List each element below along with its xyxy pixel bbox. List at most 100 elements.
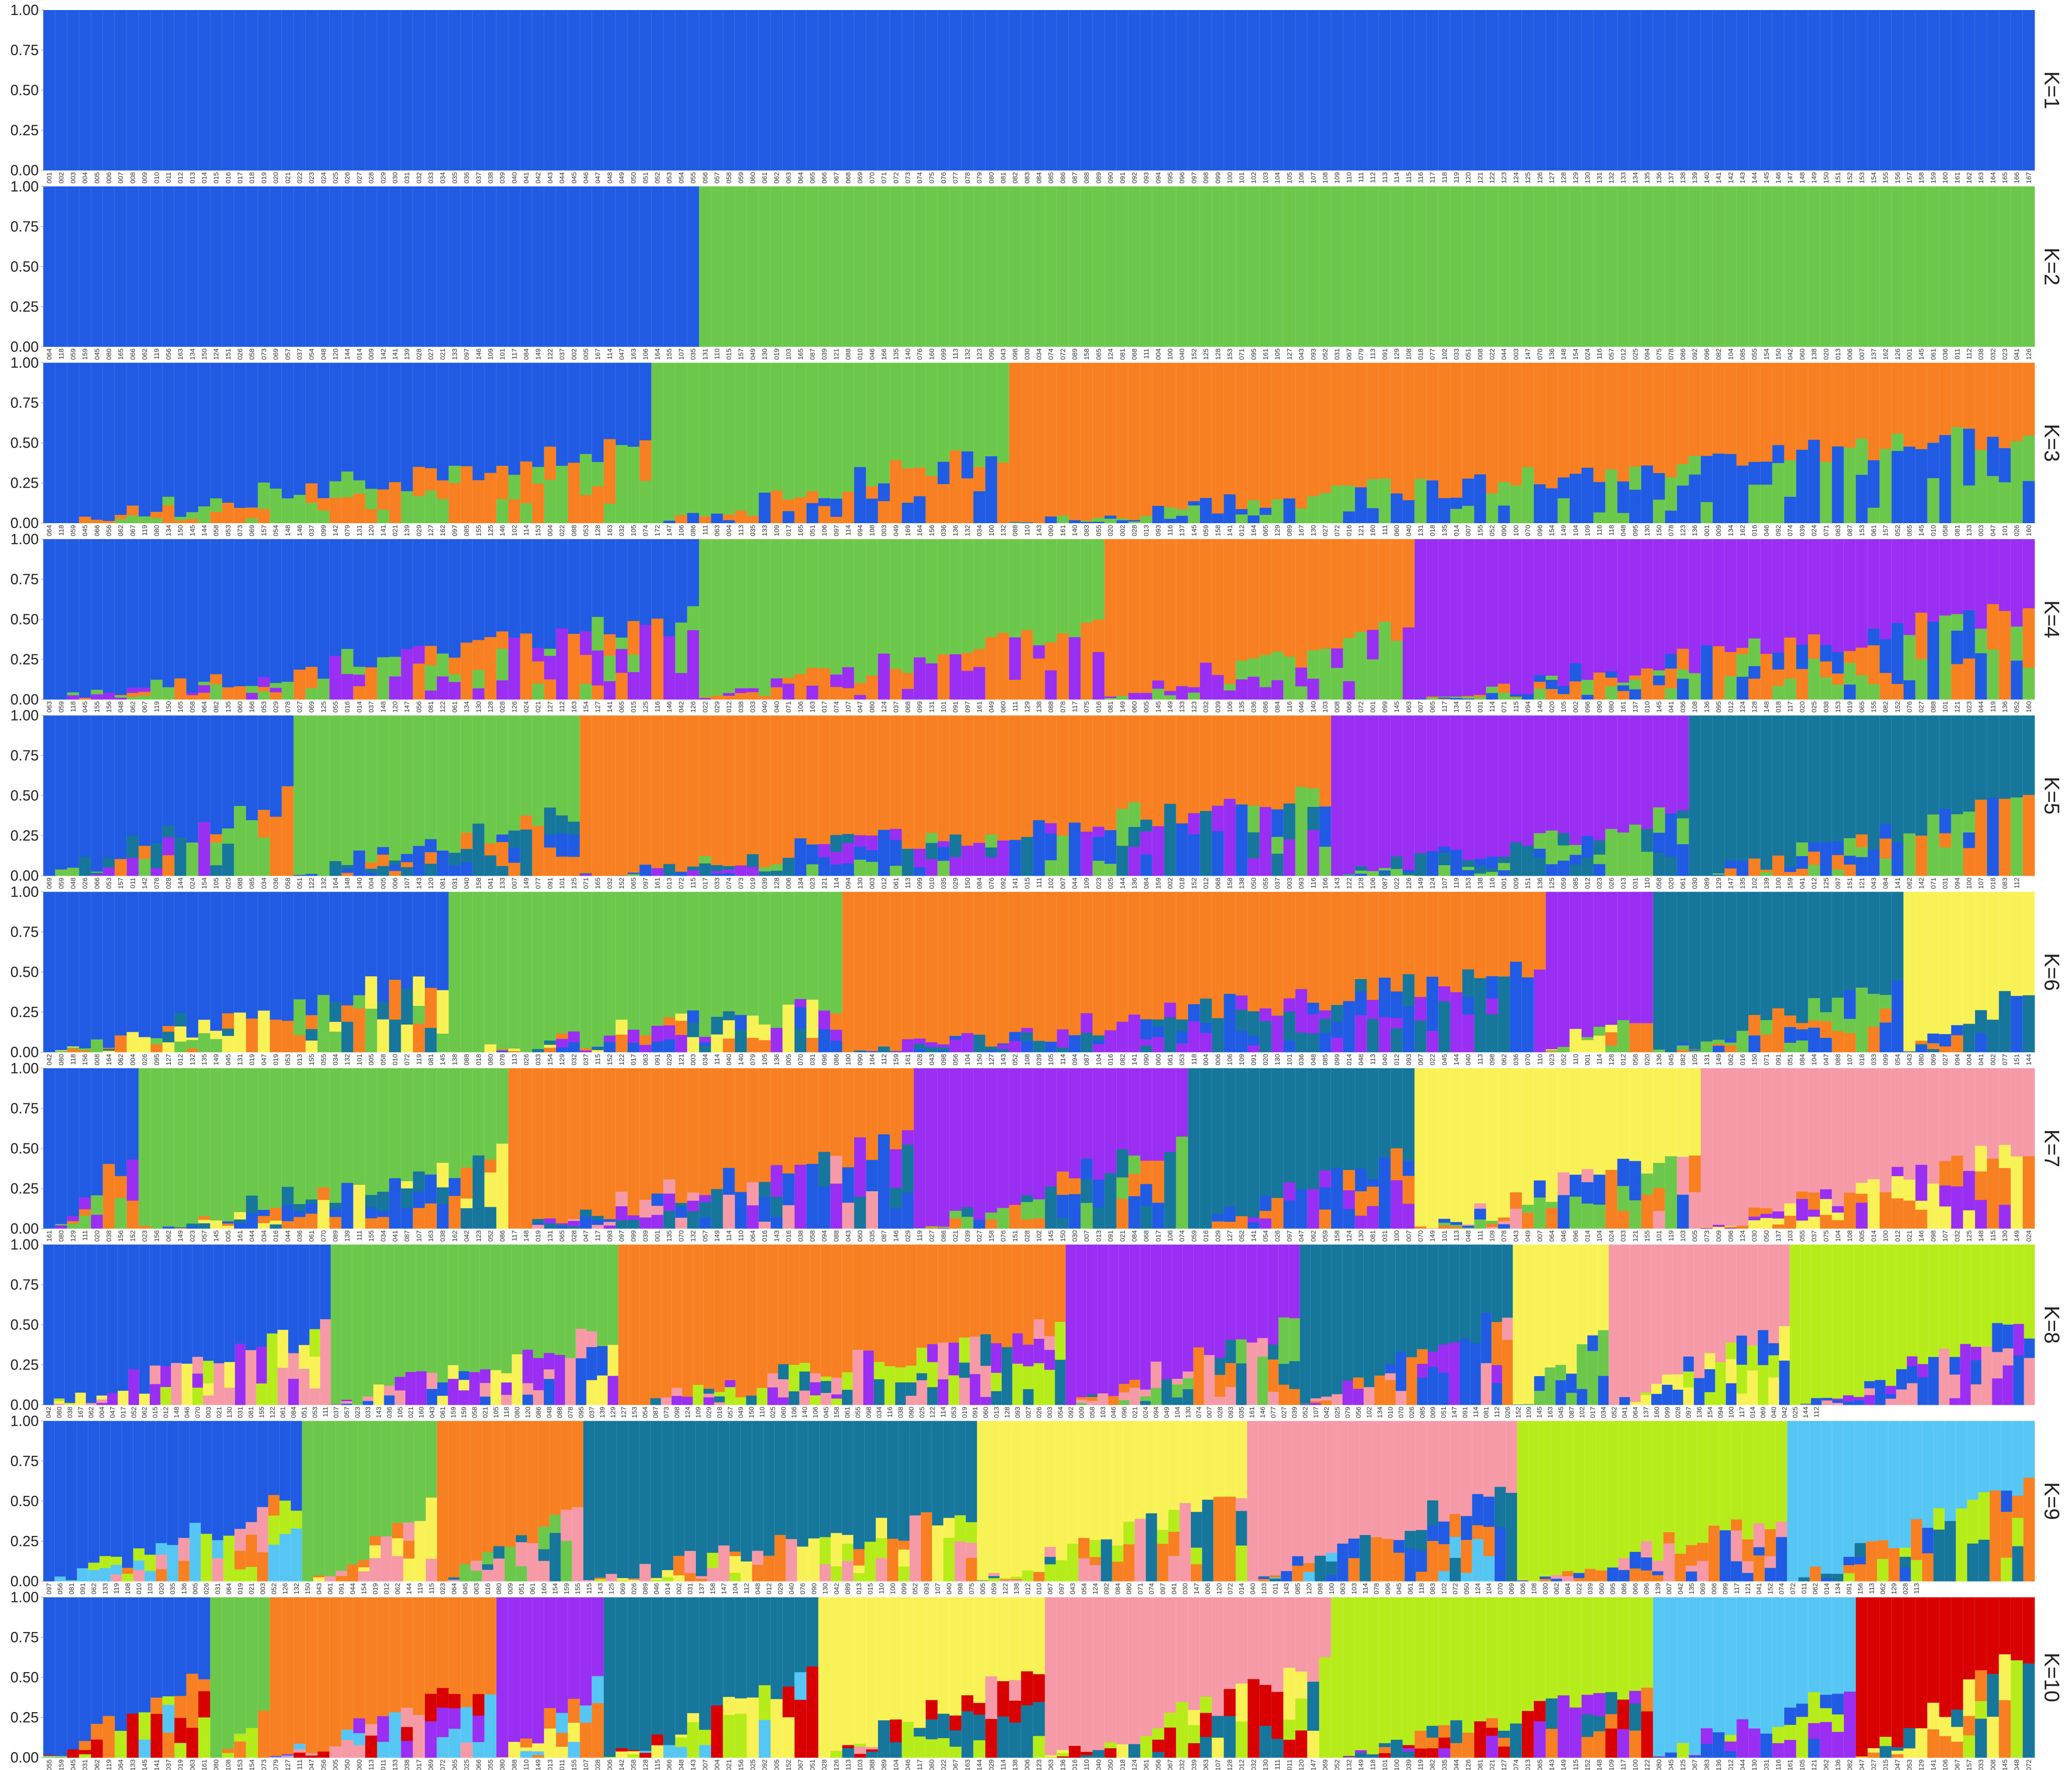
- bar-segment-blue: [806, 10, 819, 171]
- bar-segment-blue: [1927, 443, 1940, 479]
- admixture-bar: [365, 186, 378, 347]
- bar-segment-orange: [985, 892, 998, 1047]
- admixture-bar: [949, 715, 962, 876]
- bar-segment-purple: [580, 631, 592, 655]
- bar-segment-yellow: [234, 1012, 246, 1052]
- individual-label: 155: [1882, 172, 1890, 184]
- bar-segment-teal: [1689, 715, 1701, 876]
- bar-segment-purple: [1891, 539, 1904, 623]
- admixture-bar: [663, 715, 676, 876]
- bar-segment-green: [794, 186, 807, 347]
- bar-segment-orange: [150, 1044, 163, 1052]
- admixture-bar: [1903, 362, 1916, 523]
- individual-label: 080: [868, 701, 876, 713]
- bar-segment-teal: [1736, 715, 1749, 861]
- bar-segment-blue: [424, 10, 437, 171]
- bar-segment-teal: [580, 873, 592, 875]
- bar-segment-orange: [2011, 362, 2023, 442]
- bar-segment-green: [1844, 663, 1856, 685]
- bar-segment-orange: [424, 646, 437, 666]
- bar-segment-blue: [198, 892, 211, 1020]
- admixture-bar: [1712, 715, 1725, 876]
- bar-segment-blue: [985, 456, 998, 523]
- admixture-bar: [771, 186, 783, 347]
- bar-segment-green: [771, 892, 783, 1028]
- individual-label: 145: [1918, 348, 1925, 360]
- bar-segment-blue: [1128, 10, 1141, 171]
- bar-segment-purple: [1581, 539, 1594, 680]
- bar-segment-green: [985, 362, 998, 457]
- bar-segment-orange: [520, 633, 533, 700]
- bar-segment-green: [1331, 485, 1343, 523]
- bar-segment-blue: [1700, 10, 1713, 171]
- admixture-bar: [997, 892, 1010, 1052]
- bar-segment-purple: [1378, 715, 1391, 868]
- individual-label: 029: [952, 877, 959, 889]
- individual-label: 082: [213, 701, 220, 713]
- bar-segment-blue: [79, 715, 92, 857]
- admixture-bar: [1403, 362, 1415, 523]
- individual-label: 123: [976, 348, 984, 360]
- bar-segment-blue: [496, 834, 509, 842]
- bar-segment-green: [866, 539, 878, 676]
- bar-segment-blue: [1355, 991, 1368, 1015]
- individual-label: 067: [141, 701, 149, 713]
- individual-label: 127: [546, 701, 554, 713]
- admixture-bar: [1725, 715, 1737, 876]
- bar-segment-green: [1247, 806, 1260, 833]
- individual-label: 118: [1441, 172, 1449, 183]
- individual-label: 157: [1882, 525, 1890, 536]
- individual-label: 119: [415, 1054, 423, 1065]
- bar-segment-orange: [1772, 362, 1785, 445]
- bar-segment-green: [1188, 505, 1200, 523]
- bar-segment-blue: [615, 10, 628, 171]
- individual-label: 105: [213, 877, 220, 889]
- admixture-bar: [1725, 362, 1737, 523]
- bar-segment-green: [1844, 448, 1856, 523]
- individual-label: 002: [1167, 877, 1174, 889]
- individual-label: 086: [689, 525, 697, 536]
- bar-segment-green: [699, 362, 711, 517]
- admixture-bar: [1104, 362, 1117, 523]
- individual-label: 105: [1560, 701, 1568, 713]
- bar-segment-blue: [508, 10, 521, 171]
- bar-segment-green: [1045, 539, 1057, 643]
- bar-segment-green: [1152, 186, 1165, 347]
- bar-segment-orange: [1033, 362, 1046, 523]
- individual-label: 026: [141, 1054, 149, 1066]
- admixture-bar: [985, 539, 998, 700]
- bar-segment-blue: [592, 1046, 604, 1048]
- bar-segment-blue: [615, 539, 628, 638]
- bar-segment-teal: [1593, 840, 1606, 855]
- admixture-bar: [1164, 186, 1177, 347]
- bar-segment-yellow: [413, 976, 425, 1006]
- individual-label: 018: [1429, 525, 1437, 536]
- admixture-bar: [55, 715, 67, 876]
- admixture-bar: [1259, 186, 1272, 347]
- admixture-bar: [568, 892, 580, 1052]
- individual-label: 004: [1154, 348, 1162, 360]
- admixture-bar: [127, 715, 139, 876]
- individual-label: 031: [1333, 348, 1341, 360]
- bar-segment-blue: [484, 10, 497, 171]
- admixture-bar: [1176, 362, 1189, 523]
- panel-k1: 001 002 003 004 005 006 007 008 009 010 011 012 013 0…: [10, 2, 2064, 184]
- bar-segment-purple: [1677, 715, 1689, 811]
- bar-segment-purple: [102, 867, 115, 876]
- admixture-bar: [1021, 539, 1034, 700]
- bar-segment-teal: [1355, 979, 1368, 992]
- bar-segment-blue: [174, 10, 187, 171]
- individual-label: 149: [1119, 701, 1127, 713]
- individual-label: 078: [964, 172, 971, 184]
- bar-segment-blue: [1355, 487, 1368, 523]
- bar-segment-blue: [246, 539, 258, 686]
- bar-segment-yellow: [162, 1042, 175, 1052]
- bar-segment-green: [544, 715, 556, 808]
- bar-segment-orange: [1295, 715, 1308, 787]
- bar-segment-blue: [1963, 428, 1975, 486]
- bar-segment-teal: [1259, 1021, 1272, 1052]
- bar-segment-green: [1092, 186, 1105, 347]
- bar-segment-blue: [568, 539, 580, 634]
- bar-segment-blue: [1772, 10, 1785, 171]
- individual-label: 059: [1202, 525, 1210, 536]
